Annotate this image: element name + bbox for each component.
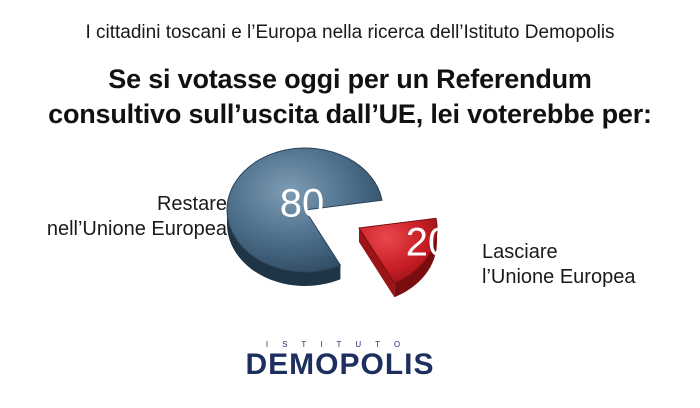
slice-label-restare-line-2: nell’Unione Europea <box>46 218 227 240</box>
chart-title-line-2: consultivo sull’uscita dall’UE, lei vote… <box>48 99 652 129</box>
chart-title-line-1: Se si votasse oggi per un Referendum <box>108 64 592 94</box>
value-label-restare: 80 <box>280 182 325 226</box>
slice-label-lasciare-line-1: Lasciare <box>482 241 558 263</box>
slice-label-restare-line-1: Restare <box>156 193 227 215</box>
pie-slice-restare-side <box>227 210 341 286</box>
pie-slice-restare <box>226 147 383 273</box>
pie-slice-lasciare <box>358 217 438 284</box>
value-label-lasciare: 20 <box>406 221 451 265</box>
pie-slice-lasciare-wall-1 <box>359 228 395 298</box>
logo-subtext: ISTITUTO <box>265 340 415 349</box>
slice-label-restare: Restare nell’Unione Europea <box>47 192 227 242</box>
demopolis-logo: DEMOPOLIS <box>245 348 435 381</box>
slice-label-lasciare-line-2: l’Unione Europea <box>482 266 636 288</box>
slice-label-lasciare: Lasciare l’Unione Europea <box>482 240 635 290</box>
chart-title: Se si votasse oggi per un Referendum con… <box>0 62 700 132</box>
pie-slice-lasciare-side <box>394 228 437 298</box>
chart-subtitle: I cittadini toscani e l’Europa nella ric… <box>85 22 615 43</box>
